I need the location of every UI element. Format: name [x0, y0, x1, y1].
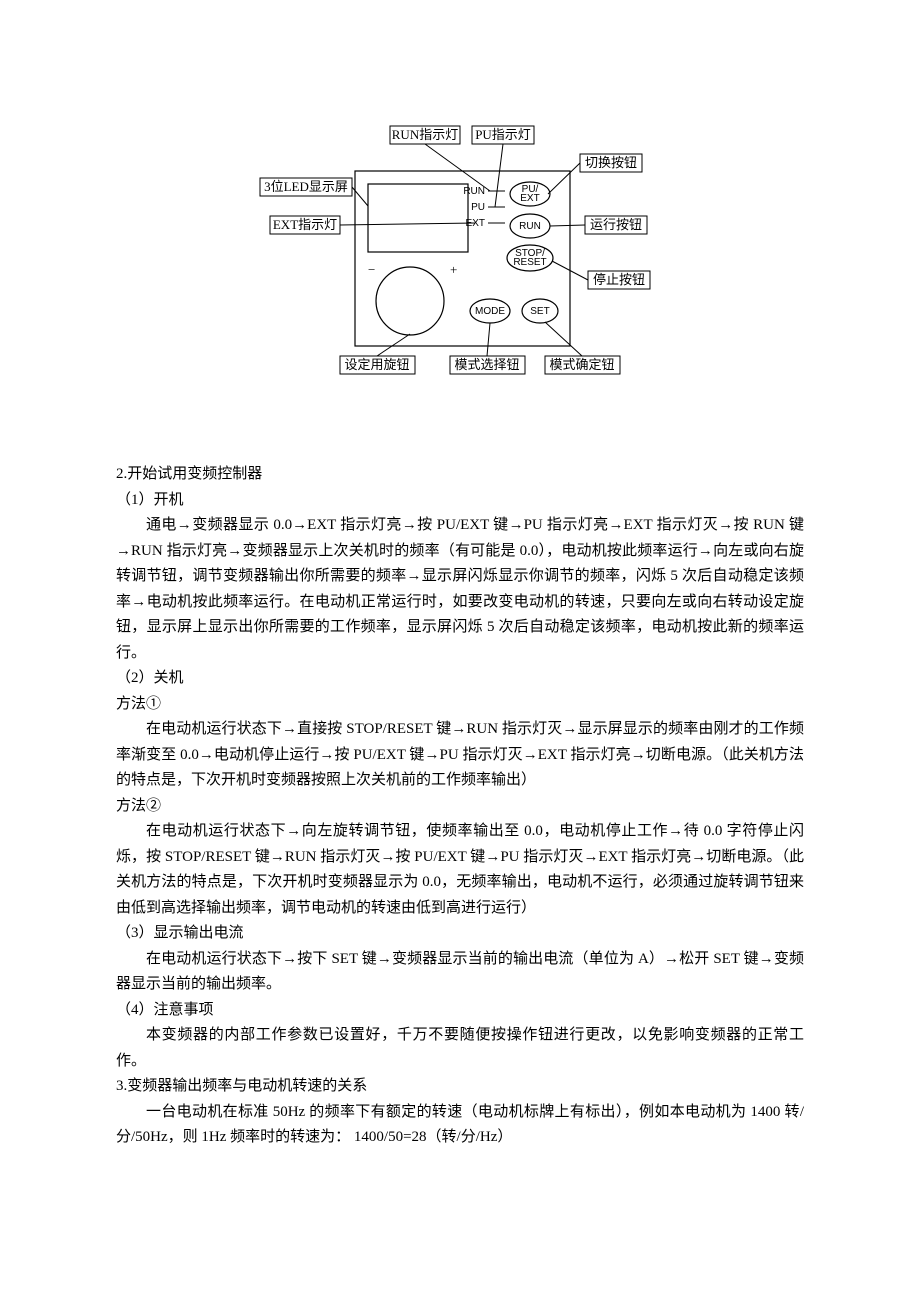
svg-text:EXT: EXT	[520, 193, 539, 204]
section-2-title: 2.开始试用变频控制器	[116, 462, 804, 488]
svg-text:RUN指示灯: RUN指示灯	[392, 127, 458, 142]
svg-text:PU指示灯: PU指示灯	[475, 127, 531, 142]
svg-text:−: −	[368, 262, 375, 277]
svg-text:设定用旋钮: 设定用旋钮	[344, 357, 409, 372]
method-2-label: 方法②	[116, 794, 804, 820]
svg-text:SET: SET	[530, 306, 549, 317]
section-2-2-title: （2）关机	[116, 666, 804, 692]
svg-text:模式确定钮: 模式确定钮	[549, 357, 614, 372]
section-2-3-title: （3）显示输出电流	[116, 921, 804, 947]
svg-text:停止按钮: 停止按钮	[593, 272, 645, 287]
svg-text:RUN: RUN	[463, 186, 485, 197]
section-2-3-body: 在电动机运行状态下→按下 SET 键→变频器显示当前的输出电流（单位为 A）→松…	[116, 947, 804, 998]
method-1-body: 在电动机运行状态下→直接按 STOP/RESET 键→RUN 指示灯灭→显示屏显…	[116, 717, 804, 794]
section-3-title: 3.变频器输出频率与电动机转速的关系	[116, 1074, 804, 1100]
svg-text:EXT指示灯: EXT指示灯	[273, 217, 337, 232]
method-2-body: 在电动机运行状态下→向左旋转调节钮，使频率输出至 0.0，电动机停止工作→待 0…	[116, 819, 804, 921]
svg-text:+: +	[450, 262, 457, 277]
section-2-1-title: （1）开机	[116, 488, 804, 514]
svg-text:RUN: RUN	[519, 221, 541, 232]
panel-diagram: − + RUN PU EXT PU/ EXT RUN STOP/ RESET M…	[116, 116, 804, 376]
section-2-4-title: （4）注意事项	[116, 998, 804, 1024]
document-body: 2.开始试用变频控制器 （1）开机 通电→变频器显示 0.0→EXT 指示灯亮→…	[116, 462, 804, 1151]
svg-text:3位LED显示屏: 3位LED显示屏	[264, 179, 348, 194]
svg-text:RESET: RESET	[513, 257, 546, 268]
section-2-4-body: 本变频器的内部工作参数已设置好，千万不要随便按操作钮进行更改，以免影响变频器的正…	[116, 1023, 804, 1074]
svg-text:切换按钮: 切换按钮	[585, 155, 637, 170]
svg-text:PU: PU	[471, 202, 485, 213]
method-1-label: 方法①	[116, 692, 804, 718]
section-3-body: 一台电动机在标准 50Hz 的频率下有额定的转速（电动机标牌上有标出），例如本电…	[116, 1100, 804, 1151]
svg-text:运行按钮: 运行按钮	[590, 217, 642, 232]
section-2-1-body: 通电→变频器显示 0.0→EXT 指示灯亮→按 PU/EXT 键→PU 指示灯亮…	[116, 513, 804, 666]
svg-text:MODE: MODE	[475, 306, 505, 317]
svg-text:模式选择钮: 模式选择钮	[454, 357, 519, 372]
